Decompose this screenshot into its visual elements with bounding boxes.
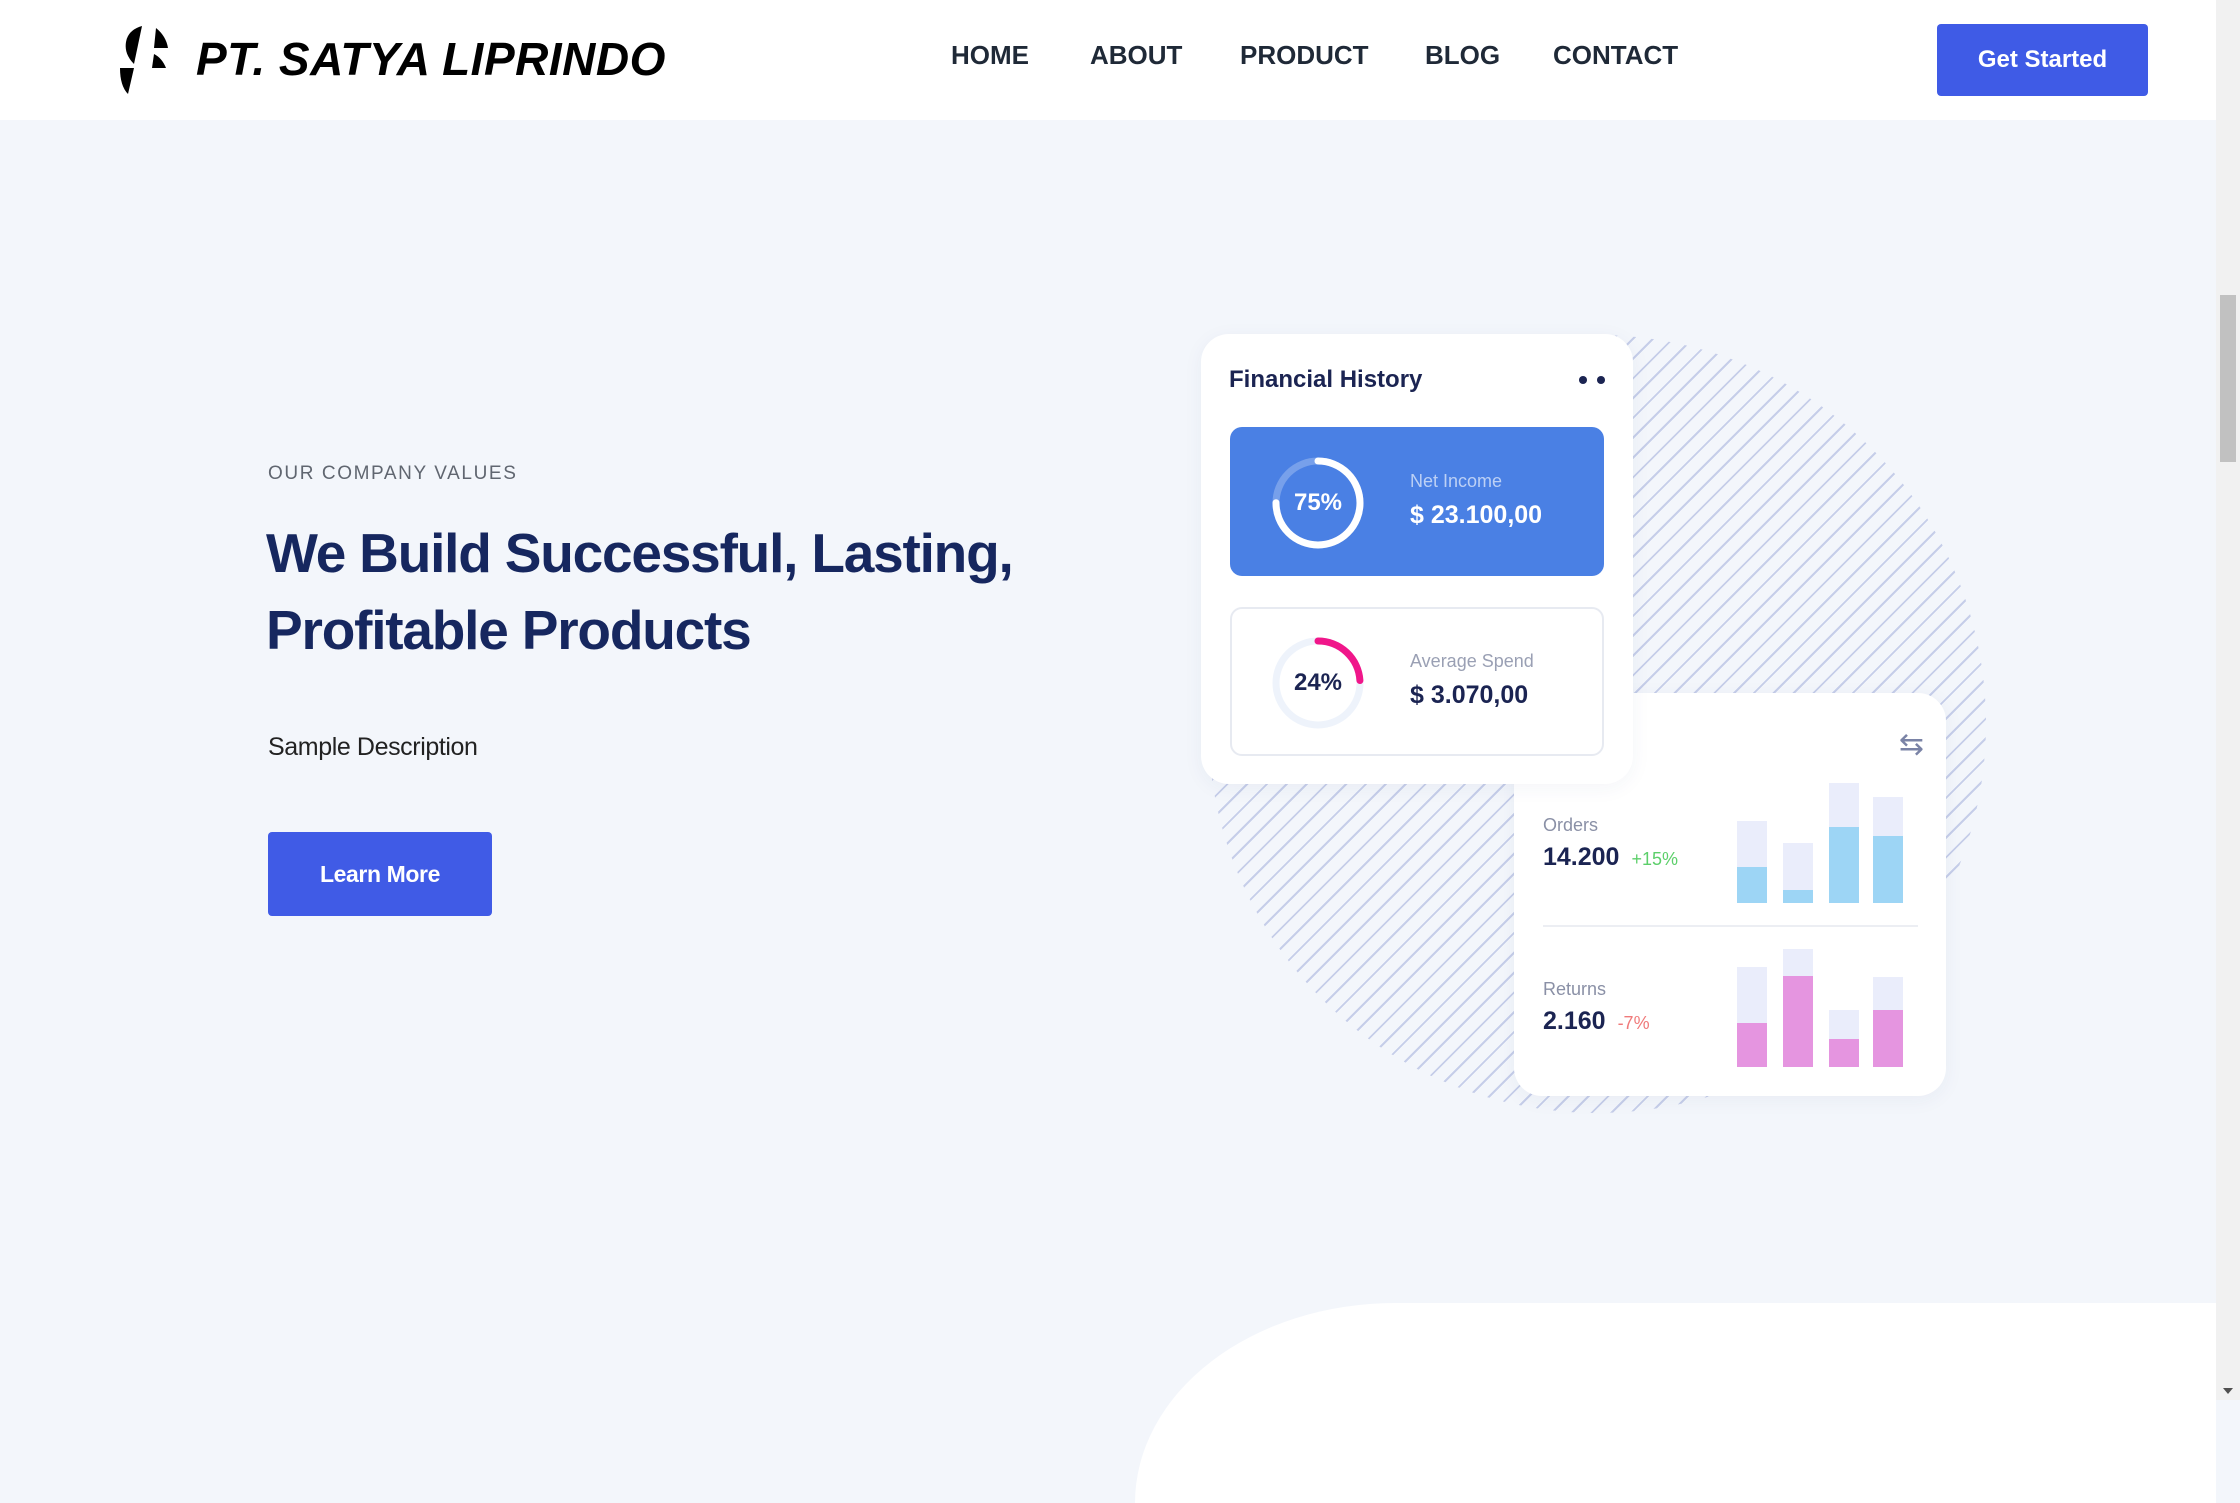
orders-change: +15% <box>1631 849 1679 869</box>
swap-arrows-icon: ⇆ <box>1898 728 1924 761</box>
section-curve-decoration <box>1135 1303 2216 1503</box>
orders-bar <box>1873 835 1903 903</box>
scroll-down-arrow-icon[interactable] <box>2223 1388 2233 1394</box>
average-spend-ring <box>1272 637 1364 729</box>
nav-product[interactable]: PRODUCT <box>1240 40 1369 70</box>
scrollbar[interactable] <box>2216 0 2240 1400</box>
net-income-box: 75% Net Income $ 23.100,00 <box>1230 427 1604 576</box>
net-income-percent: 75% <box>1293 489 1343 516</box>
divider <box>1543 925 1918 927</box>
net-income-ring <box>1272 457 1364 549</box>
orders-label: Orders <box>1543 815 1599 835</box>
nav-about[interactable]: ABOUT <box>1090 40 1183 70</box>
returns-number: 2.160 <box>1543 1007 1606 1035</box>
logo[interactable]: PT. SATYA LIPRINDO <box>118 24 666 94</box>
returns-label: Returns <box>1543 979 1607 999</box>
more-options-icon[interactable] <box>1579 376 1605 384</box>
scrollbar-thumb[interactable] <box>2220 295 2236 462</box>
returns-bar <box>1783 976 1813 1067</box>
nav-home[interactable]: HOME <box>951 40 1029 70</box>
orders-bar <box>1783 889 1813 903</box>
nav-contact[interactable]: CONTACT <box>1553 40 1679 70</box>
nav-blog[interactable]: BLOG <box>1425 40 1501 70</box>
ring-progress <box>1272 637 1364 729</box>
orders-number: 14.200 <box>1543 843 1620 871</box>
logo-text: PT. SATYA LIPRINDO <box>196 33 666 85</box>
average-spend-percent: 24% <box>1293 669 1343 696</box>
learn-more-button[interactable]: Learn More <box>268 832 492 916</box>
returns-bar-chart <box>1737 949 1903 1067</box>
returns-bar <box>1737 1023 1767 1067</box>
hero-title: We Build Successful, Lasting, Profitable… <box>266 522 1014 661</box>
site-header: PT. SATYA LIPRINDO HOME ABOUT PRODUCT BL… <box>0 0 2216 120</box>
returns-bar <box>1873 1010 1903 1067</box>
financial-history-card: Financial History 75% Net Income $ 23.10… <box>1201 334 1633 784</box>
returns-bar <box>1829 1038 1859 1067</box>
orders-value: 14.200 +15% <box>1543 843 1678 872</box>
get-started-button[interactable]: Get Started <box>1937 24 2148 96</box>
net-income-label: Net Income <box>1410 471 1503 491</box>
financial-history-title: Financial History <box>1229 366 1423 393</box>
ring-progress <box>1272 457 1364 549</box>
returns-value: 2.160 -7% <box>1543 1007 1650 1036</box>
net-income-value: $ 23.100,00 <box>1410 501 1543 529</box>
average-spend-box: 24% Average Spend $ 3.070,00 <box>1230 607 1604 756</box>
logo-mark-icon <box>120 26 168 94</box>
eyebrow-text: OUR COMPANY VALUES <box>268 463 518 484</box>
average-spend-value: $ 3.070,00 <box>1410 681 1529 709</box>
returns-change: -7% <box>1617 1013 1650 1033</box>
orders-bar <box>1829 827 1859 903</box>
orders-bar-chart <box>1737 783 1903 903</box>
hero-description: Sample Description <box>268 733 478 761</box>
orders-bar <box>1737 867 1767 903</box>
average-spend-label: Average Spend <box>1410 651 1534 671</box>
